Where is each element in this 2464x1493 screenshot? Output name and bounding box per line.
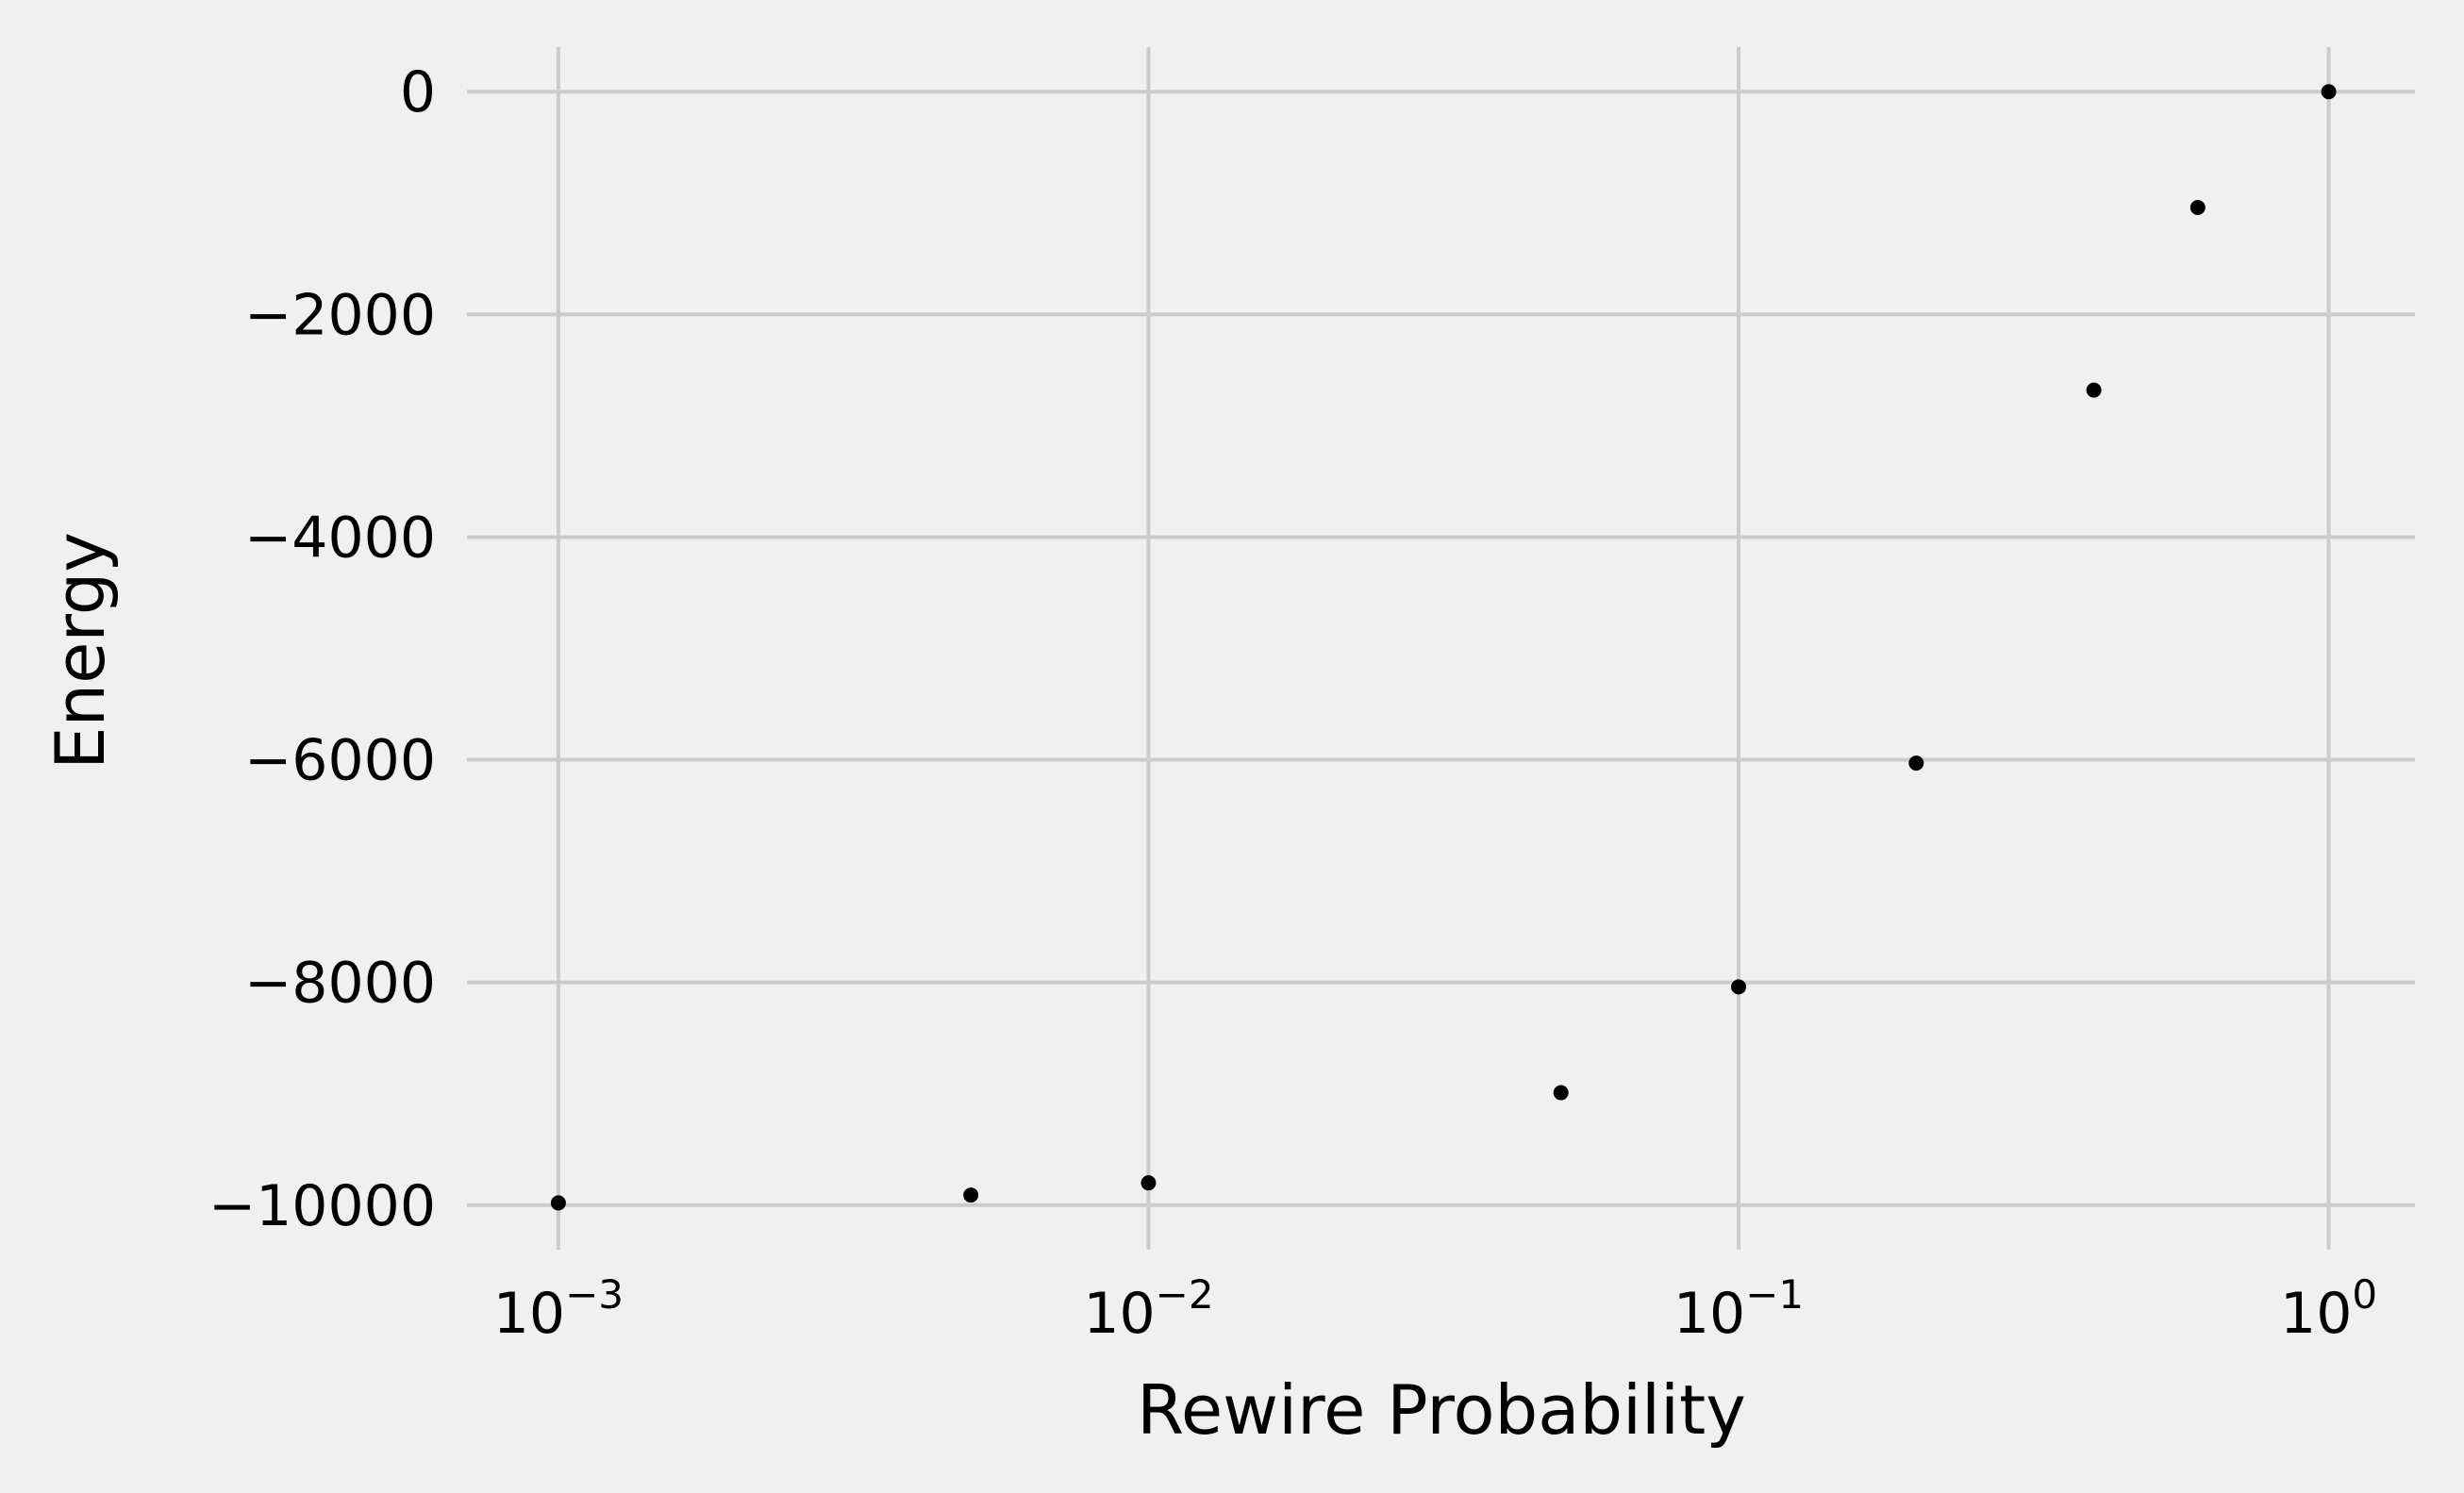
y-tick-label: −10000: [208, 1173, 436, 1239]
x-tick-label: 10−1: [1673, 1271, 1804, 1347]
y-tick-label: −8000: [244, 951, 436, 1017]
data-point: [2189, 200, 2206, 215]
data-point: [1553, 1085, 1569, 1101]
x-tick-base: 10: [1673, 1281, 1745, 1347]
x-tick-label: 100: [2280, 1271, 2377, 1347]
x-tick-exponent: −1: [1745, 1271, 1804, 1318]
data-point: [550, 1195, 566, 1211]
grid: [467, 47, 2415, 1250]
data-points: [550, 84, 2337, 1211]
y-tick-label: 0: [400, 59, 436, 125]
y-tick-label: −6000: [244, 728, 436, 794]
x-tick-exponent: 0: [2352, 1271, 2377, 1318]
data-point: [2321, 84, 2337, 100]
data-point: [1731, 979, 1747, 995]
y-tick-labels: 0 −2000 −4000 −6000 −8000 −10000: [208, 59, 436, 1239]
y-tick-label: −4000: [244, 505, 436, 571]
y-tick-label: −2000: [244, 282, 436, 348]
data-point: [2086, 382, 2102, 398]
x-tick-labels: 10−3 10−2 10−1 100: [493, 1271, 2377, 1347]
x-tick-base: 10: [493, 1281, 565, 1347]
x-tick-base: 10: [1083, 1281, 1155, 1347]
data-point: [1140, 1175, 1157, 1191]
x-tick-exponent: −3: [565, 1271, 624, 1318]
x-tick-exponent: −2: [1156, 1271, 1214, 1318]
x-axis-label: Rewire Probability: [1137, 1370, 1746, 1450]
data-point: [1908, 755, 1924, 771]
x-tick-label: 10−2: [1083, 1271, 1213, 1347]
x-tick-label: 10−3: [493, 1271, 624, 1347]
x-tick-base: 10: [2280, 1281, 2352, 1347]
y-axis-label: Energy: [41, 532, 120, 770]
data-point: [963, 1187, 979, 1203]
